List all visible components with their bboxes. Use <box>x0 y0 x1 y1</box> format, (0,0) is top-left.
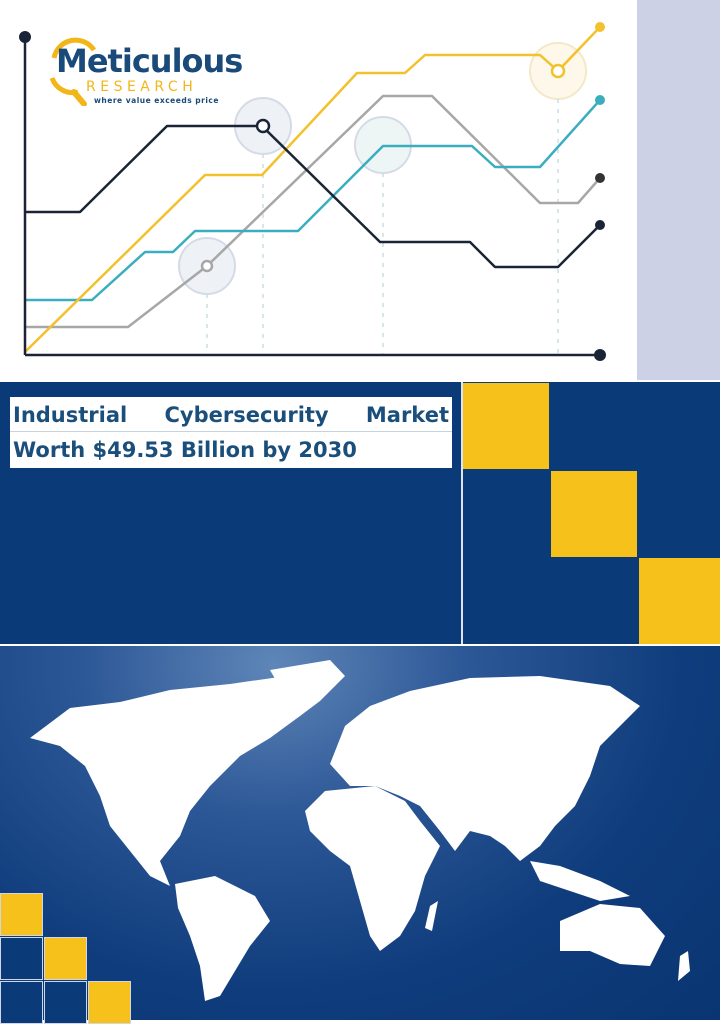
company-logo: Meticulous RESEARCH where value exceeds … <box>44 36 244 106</box>
australia <box>560 904 665 966</box>
decorative-line-graphic <box>19 22 606 361</box>
square-yellow <box>44 937 87 980</box>
gray-line <box>25 94 601 329</box>
tile-blue <box>551 558 637 644</box>
axis-dot <box>19 31 31 43</box>
title-word: Industrial <box>13 403 128 427</box>
europe-asia <box>330 676 640 861</box>
end-dot <box>595 173 605 183</box>
logo-tagline: where value exceeds price <box>94 96 219 105</box>
axis-dot <box>594 349 606 361</box>
greenland <box>270 660 345 716</box>
end-dot <box>595 22 605 32</box>
tile-yellow <box>639 558 720 644</box>
end-dot <box>595 220 605 230</box>
square-blue <box>0 981 43 1024</box>
dashed-guides <box>206 99 559 355</box>
marker <box>550 63 566 79</box>
north-america <box>30 674 330 886</box>
page-title: Industrial Cybersecurity Market Worth $4… <box>10 397 452 468</box>
yellow-line <box>24 26 601 353</box>
magnifier-icon <box>49 37 97 106</box>
southeast-asia <box>530 861 630 901</box>
square-blue <box>44 981 87 1024</box>
end-dot <box>595 95 605 105</box>
title-word: Cybersecurity <box>164 403 329 427</box>
africa <box>305 786 440 951</box>
tile-yellow <box>463 383 549 469</box>
new-zealand <box>678 951 690 981</box>
title-line-2: Worth $49.53 Billion by 2030 <box>13 438 357 462</box>
teal-line <box>25 99 601 302</box>
header-illustration <box>0 0 720 380</box>
tile-blue <box>639 383 720 469</box>
south-america <box>175 876 270 1001</box>
marker <box>255 118 271 134</box>
square-yellow <box>0 893 43 936</box>
square-blue <box>0 937 43 980</box>
tile-blue <box>639 471 720 557</box>
madagascar <box>425 901 438 931</box>
divider <box>461 382 463 644</box>
tile-yellow <box>551 471 637 557</box>
world-map-graphic <box>30 660 690 1001</box>
logo-name: Meticulous <box>56 42 243 80</box>
world-map-section <box>0 644 720 1020</box>
tile-blue <box>551 383 637 469</box>
side-strip <box>637 0 720 380</box>
marker <box>200 259 214 273</box>
dark-line <box>25 124 601 269</box>
title-word: Market <box>365 403 449 427</box>
logo-sub: RESEARCH <box>86 79 198 95</box>
tile-blue <box>463 558 549 644</box>
tile-blue <box>463 471 549 557</box>
